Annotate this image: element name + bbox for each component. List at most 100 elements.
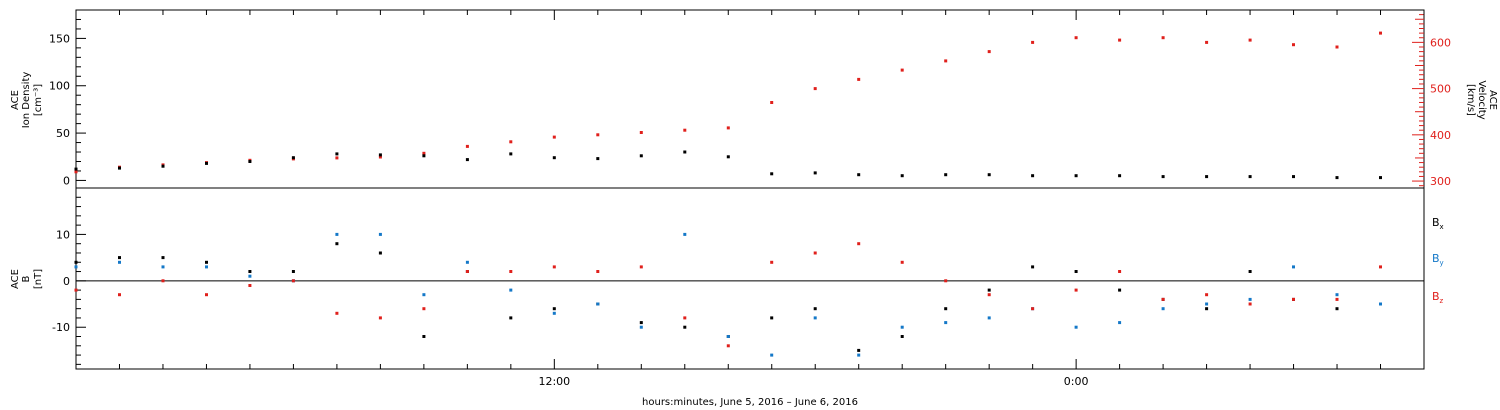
bx-point [1335,307,1339,311]
velocity-point [1335,45,1339,49]
bx-point [335,242,339,246]
by-point [770,353,774,357]
bz-point [1335,297,1339,301]
velocity-point [1031,40,1035,44]
top-ylabel-line-3: [cm⁻³] [33,84,44,116]
bottom-left-tick-label: 0 [63,275,70,288]
bx-point [161,256,165,260]
density-point [1118,174,1122,178]
bz-point [465,270,469,273]
top-left-tick-label: 0 [63,174,70,187]
by-point [1074,325,1078,329]
x-axis-title: hours:minutes, June 5, 2016 – June 6, 20… [642,397,858,408]
bz-point [74,288,78,292]
bx-point [509,316,513,320]
density-point [770,172,774,176]
top-panel-axes: 0 50 100 150 300 400 500 600 [49,10,1451,188]
by-point [1335,293,1339,297]
by-point [335,232,339,236]
by-point [422,293,426,297]
bottom-panel-axes: -10 0 10 12:00 0:00 [52,196,1425,388]
density-point [1031,174,1035,178]
bx-point [1031,265,1035,269]
bx-point [639,321,643,325]
top-right-tick-label: 500 [1430,83,1451,96]
velocity-point [335,156,339,160]
bz-point [161,279,165,283]
density-point [74,167,78,171]
bottom-left-tick-label: -10 [52,321,70,334]
density-point [118,166,121,170]
bz-point [1031,307,1035,311]
bz-point [552,265,556,269]
bz-point [639,265,643,269]
density-point [683,150,687,154]
by-point [509,288,513,292]
by-point [857,353,861,357]
top-ylabel-line-2: Ion Density [21,72,32,129]
legend-bz: Bz [1432,290,1444,305]
density-point [378,153,382,157]
by-point [378,232,382,236]
by-point [1118,321,1122,325]
density-point [205,161,208,165]
bz-point [205,293,208,297]
bx-point [944,307,948,311]
bx-point [422,335,426,338]
by-point [683,232,687,236]
by-point [639,325,643,329]
density-point [1161,175,1165,179]
bx-point [857,348,861,352]
bottom-panel-frame [75,187,1425,370]
legend-bx: Bx [1432,216,1444,231]
density-point [900,174,904,178]
velocity-point [683,128,687,132]
velocity-point [1205,40,1209,44]
bz-point [1074,288,1078,292]
bz-point [291,279,295,283]
by-point [465,260,469,264]
by-point [944,321,948,325]
density-point [596,157,600,161]
velocity-point [770,101,774,104]
density-point [857,173,861,177]
bz-point [1292,297,1295,301]
bx-point [770,316,774,320]
bz-point [987,293,991,297]
density-point [335,152,339,156]
by-point [118,260,121,264]
velocity-point [813,87,817,91]
velocity-point [857,77,861,81]
bz-point [1161,297,1165,301]
bz-point [1379,265,1382,269]
bottom-left-ylabel: ACE B [nT] [10,269,44,289]
velocity-point [74,170,78,174]
bx-point [248,270,252,273]
bz-point [1205,293,1209,297]
x-tick-label: 12:00 [538,375,570,388]
bx-point [1248,270,1252,273]
velocity-point [1118,38,1122,42]
by-point [900,325,904,329]
bz-point [857,242,861,246]
by-point [1161,307,1165,311]
bz-point [248,284,252,287]
density-point [1379,176,1382,180]
top-ylabel-line-1: ACE [10,90,21,110]
bx-point [1205,307,1209,311]
density-point [726,155,730,159]
by-point [1379,302,1382,306]
legend: Bx By Bz [1432,216,1444,305]
bx-point [205,260,208,264]
by-point [1292,265,1295,269]
velocity-point [1292,43,1295,47]
bx-point [1118,288,1122,292]
by-point [1205,302,1209,306]
x-tick-label: 0:00 [1064,375,1089,388]
density-point [422,154,426,158]
top-right-tick-label: 400 [1430,129,1451,142]
density-point [248,160,252,163]
velocity-point [465,144,469,148]
velocity-point [726,126,730,130]
